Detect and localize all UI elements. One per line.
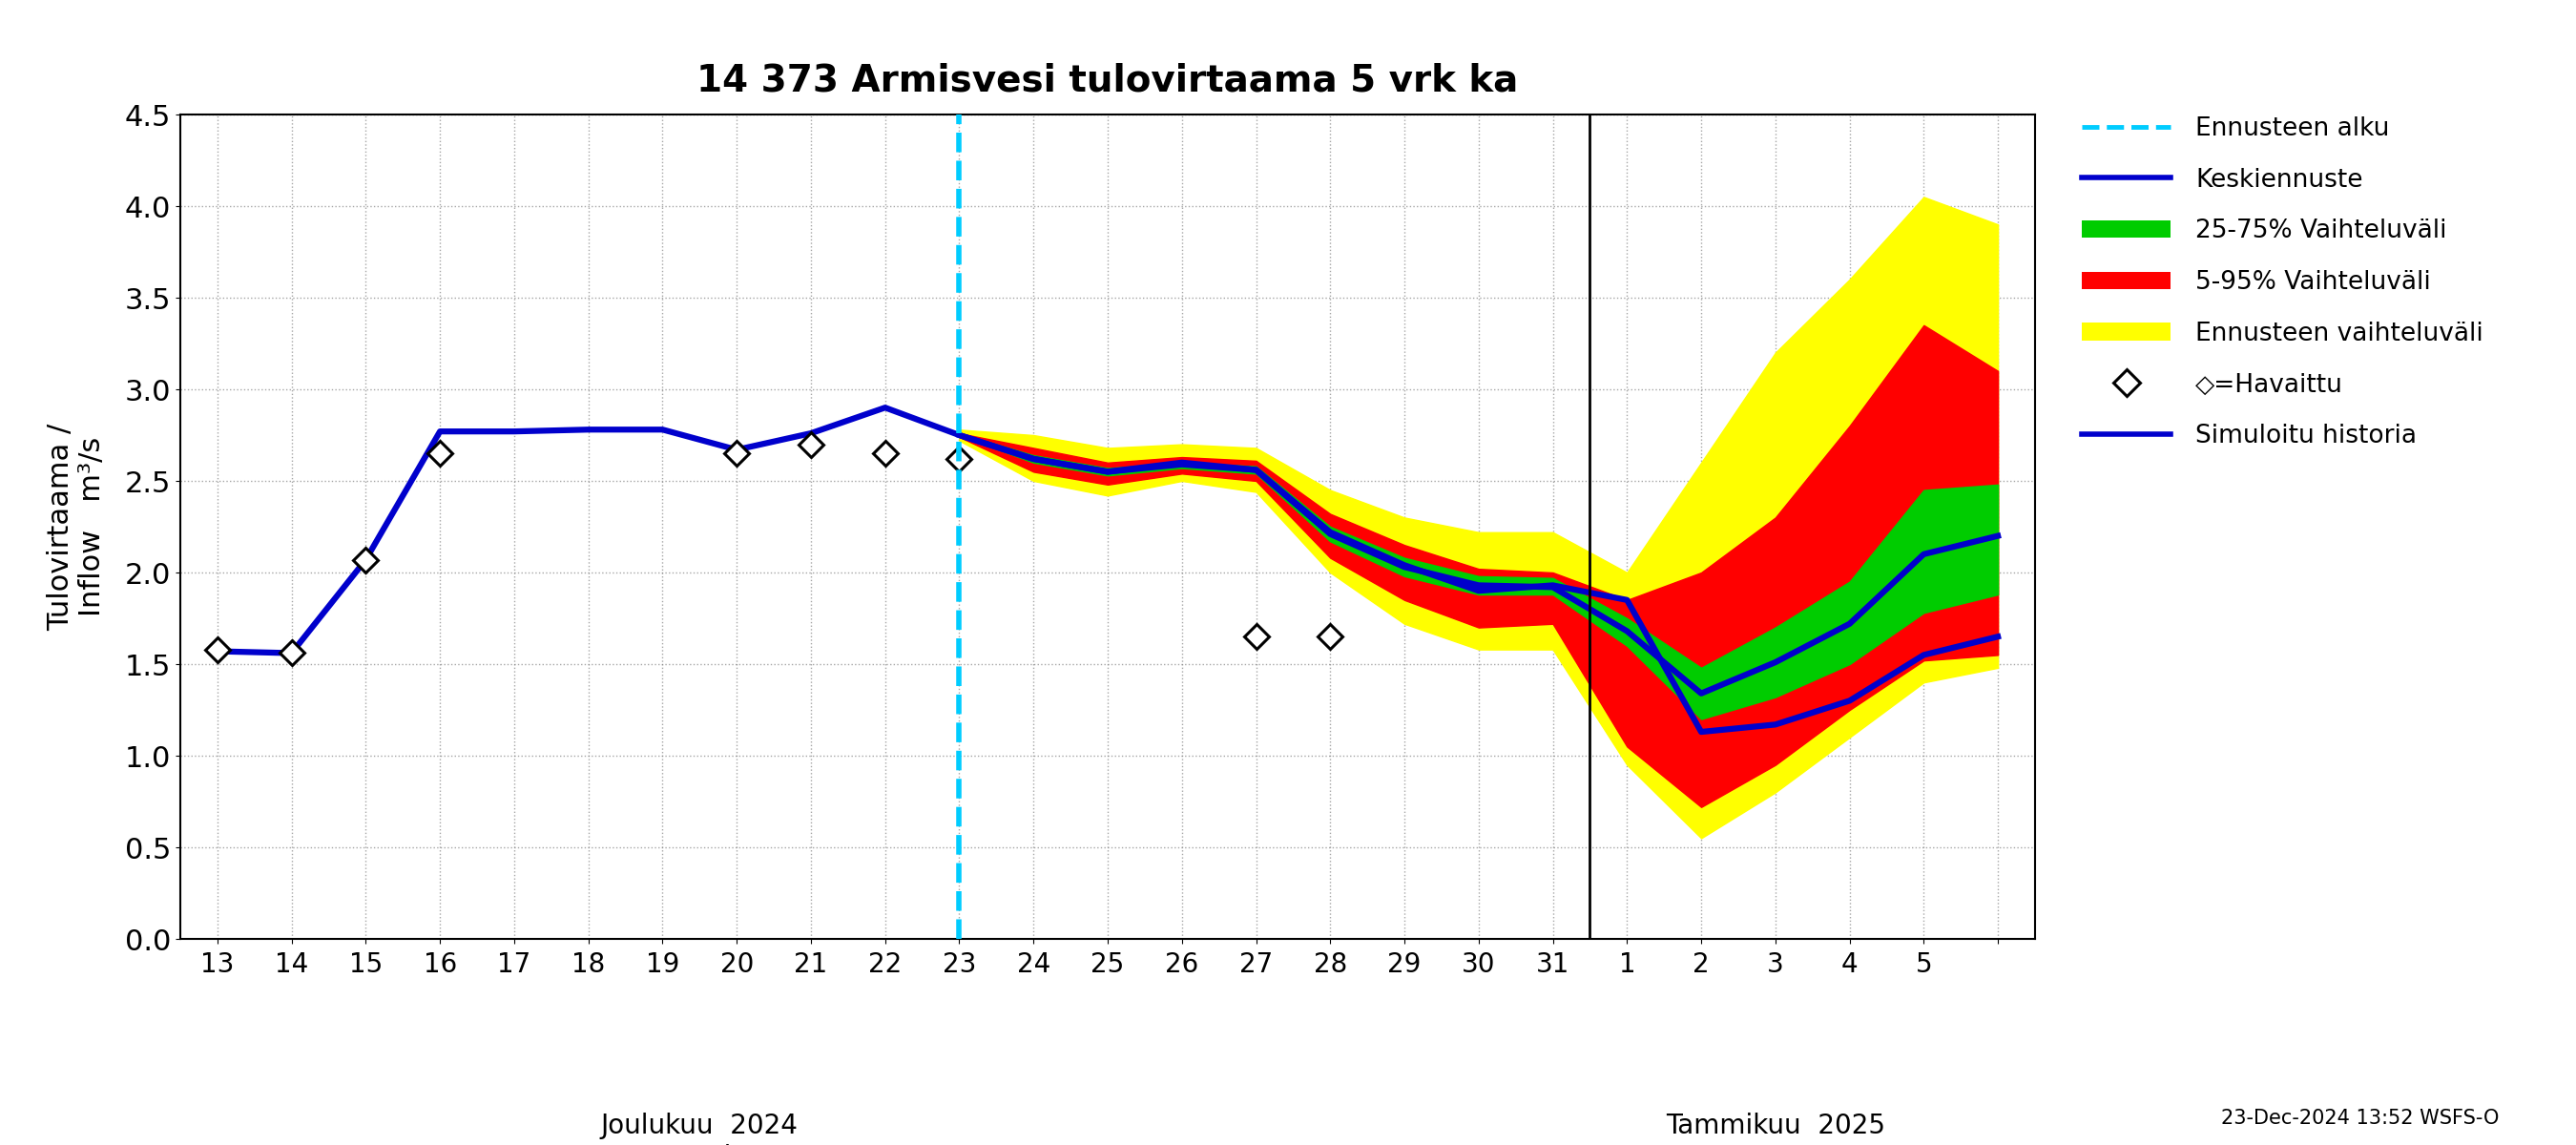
Text: 23-Dec-2024 13:52 WSFS-O: 23-Dec-2024 13:52 WSFS-O <box>2221 1108 2499 1128</box>
Title: 14 373 Armisvesi tulovirtaama 5 vrk ka: 14 373 Armisvesi tulovirtaama 5 vrk ka <box>698 62 1517 98</box>
Text: Tammikuu  2025
January: Tammikuu 2025 January <box>1667 1113 1886 1145</box>
Legend: Ennusteen alku, Keskiennuste, 25-75% Vaihteluväli, 5-95% Vaihteluväli, Ennusteen: Ennusteen alku, Keskiennuste, 25-75% Vai… <box>2071 106 2494 459</box>
Y-axis label: Tulovirtaama /
Inflow   m³/s: Tulovirtaama / Inflow m³/s <box>46 423 106 631</box>
Text: Joulukuu  2024
December: Joulukuu 2024 December <box>600 1113 799 1145</box>
